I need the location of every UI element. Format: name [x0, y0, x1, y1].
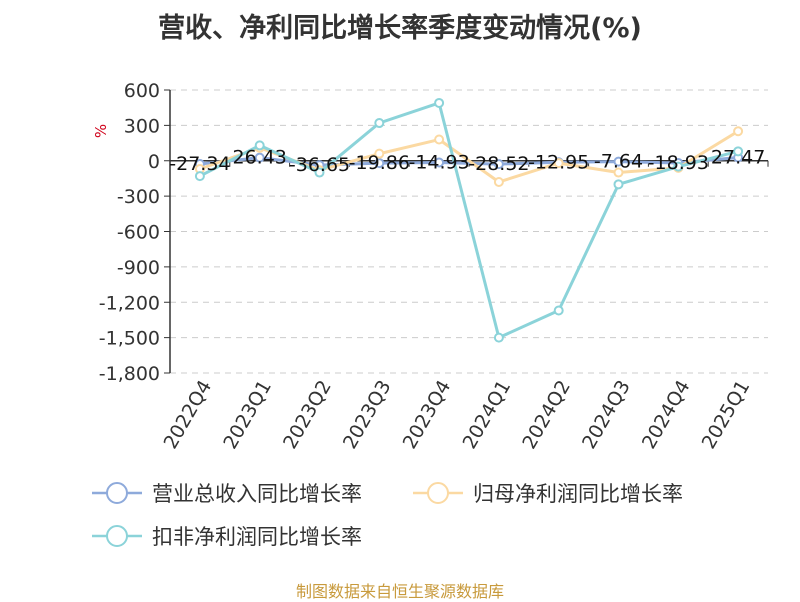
x-tick-label: 2022Q4: [159, 377, 216, 453]
data-label: -7.64: [594, 151, 643, 173]
data-point: [553, 158, 564, 169]
chart-title: 营收、净利同比增长率季度变动情况(%): [158, 13, 642, 44]
legend-item-revenue[interactable]: 营业总收入同比增长率: [92, 478, 362, 508]
data-label: -19.86: [349, 152, 410, 174]
x-tick-label: 2023Q1: [219, 377, 276, 453]
y-tick-label: -300: [117, 186, 160, 208]
data-label: 26.43: [232, 147, 286, 169]
x-tick-label: 2023Q4: [399, 376, 456, 452]
data-point: [254, 152, 265, 163]
data-point: [254, 140, 265, 151]
y-tick-label: -1,500: [99, 328, 160, 350]
y-unit-label: %: [92, 124, 110, 138]
y-tick-label: -600: [117, 222, 160, 244]
x-tick-label: 2023Q3: [339, 377, 396, 453]
data-point: [434, 97, 445, 108]
data-labels: -27.34 26.43 -36.65-19.86-14.93-28.52-12.9…: [169, 147, 765, 177]
data-point: [733, 126, 744, 137]
source-note: 制图数据来自恒生聚源数据库: [295, 582, 504, 601]
legend-label-deducted-net-profit: 扣非净利润同比增长率: [152, 525, 362, 549]
x-tick-label: 2025Q1: [698, 377, 755, 453]
data-point: [374, 118, 385, 129]
x-tick-label: 2024Q1: [458, 377, 515, 453]
data-label: 27.47: [711, 147, 765, 169]
legend-marker-net-profit: [413, 482, 463, 504]
legend-item-net-profit[interactable]: 归母净利润同比增长率: [413, 478, 683, 508]
series-line: [199, 156, 739, 167]
y-tick-label: -1,200: [99, 292, 160, 314]
data-label: -36.65: [289, 154, 350, 176]
data-point: [493, 332, 504, 343]
legend-label-revenue: 营业总收入同比增长率: [152, 482, 362, 506]
x-tick-label: 2023Q2: [279, 377, 336, 453]
data-point: [374, 158, 385, 169]
data-point: [613, 179, 624, 190]
data-point: [194, 171, 205, 182]
data-point: [493, 176, 504, 187]
data-point: [374, 148, 385, 159]
data-point: [314, 167, 325, 178]
data-label: -12.95: [528, 151, 589, 173]
data-label: -18.93: [648, 152, 709, 174]
y-tick-label: -1,800: [99, 363, 160, 385]
y-tick-label: 600: [124, 80, 160, 102]
data-point: [553, 305, 564, 316]
data-point: [434, 134, 445, 145]
x-tick-label: 2024Q2: [518, 377, 575, 453]
legend-marker-revenue: [92, 482, 142, 504]
x-tick-label: 2024Q4: [638, 377, 695, 453]
x-tick-label: 2024Q3: [578, 377, 635, 453]
data-label: -14.93: [408, 152, 469, 174]
series-line: [199, 101, 739, 340]
series-lines: [194, 97, 744, 343]
data-point: [613, 156, 624, 167]
data-label: -28.52: [468, 153, 529, 175]
legend-label-net-profit: 归母净利润同比增长率: [473, 482, 683, 506]
data-point: [613, 167, 624, 178]
data-point: [673, 161, 684, 172]
y-tick-label: -900: [117, 257, 160, 279]
data-point: [733, 146, 744, 157]
y-tick-label: 0: [148, 151, 160, 173]
data-point: [493, 159, 504, 170]
legend-marker-deducted-net-profit: [92, 525, 142, 547]
y-tick-label: 300: [124, 115, 160, 137]
data-point: [434, 157, 445, 168]
gridlines: [170, 89, 768, 374]
legend-item-deducted-net-profit[interactable]: 扣非净利润同比增长率: [92, 521, 362, 551]
data-label: -27.34: [169, 153, 230, 175]
